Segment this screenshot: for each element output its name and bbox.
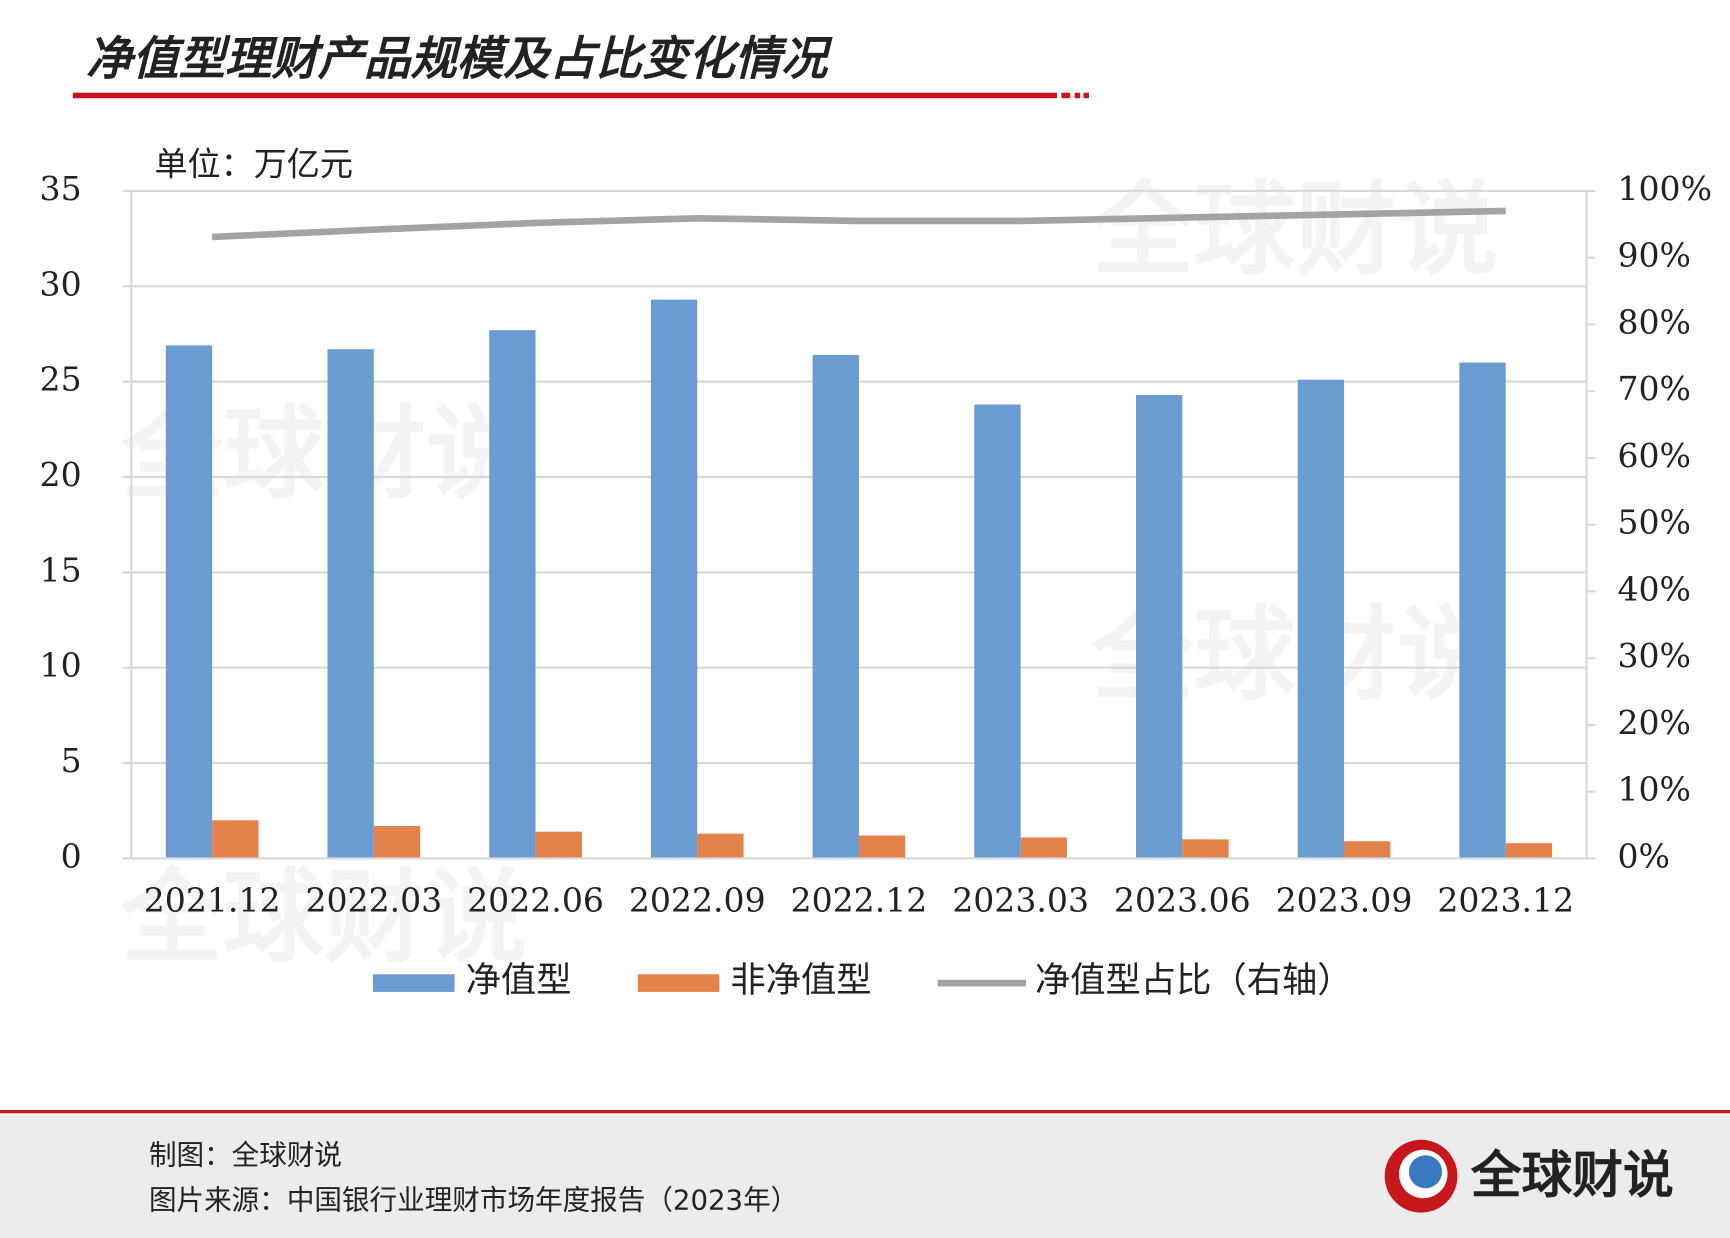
logo-text: 全球财说 xyxy=(1470,1145,1674,1204)
bar xyxy=(1135,394,1183,859)
chart-title: 净值型理财产品规模及占比变化情况 xyxy=(86,31,833,85)
y-tick-label: 35 xyxy=(40,169,82,208)
title-underline xyxy=(72,92,1057,99)
legend-label: 净值型 xyxy=(466,960,572,1001)
x-tick-label: 2022.09 xyxy=(629,881,766,920)
bar xyxy=(812,354,859,859)
legend-swatch xyxy=(637,974,720,992)
title-dash xyxy=(1061,92,1071,99)
bar xyxy=(1020,837,1067,859)
bar xyxy=(327,349,374,859)
line xyxy=(211,207,1506,241)
bar xyxy=(535,831,582,859)
x-tick-label: 2023.12 xyxy=(1437,881,1574,920)
bar xyxy=(212,820,259,859)
y-tick-label: 0 xyxy=(61,836,82,875)
x-tick-label: 2022.03 xyxy=(305,881,442,920)
bar xyxy=(697,833,744,859)
axis-unit: 单位：万亿元 xyxy=(154,145,352,184)
y-tick-label: 25 xyxy=(40,360,82,399)
x-tick-label: 2023.09 xyxy=(1276,881,1413,920)
y-tick-label: 5 xyxy=(61,741,82,780)
y2-tick-label: 90% xyxy=(1617,236,1691,275)
title-dash xyxy=(1083,92,1089,99)
legend-label: 非净值型 xyxy=(730,960,871,1001)
bar xyxy=(1182,839,1229,859)
watermark: 全球财说 xyxy=(120,858,527,976)
plot: 0 5 10 15 20 25 30 35 0% 10% 20% 30% 40% 50% 60% 70% 80%… xyxy=(40,169,1712,1001)
logo-icon xyxy=(1384,1139,1458,1213)
y2-tick-label: 50% xyxy=(1617,503,1691,542)
bar xyxy=(373,825,421,859)
bar xyxy=(1344,841,1391,859)
watermarks: 全球财说 全球财说 全球财说 全球财说 xyxy=(120,171,1498,976)
y-tick-label: 15 xyxy=(40,550,82,589)
bar xyxy=(1297,379,1345,859)
x-tick-label: 2021.12 xyxy=(144,881,281,920)
bar xyxy=(489,330,536,859)
y2-tick-label: 60% xyxy=(1617,436,1691,475)
bar xyxy=(1459,362,1506,859)
y2-tick-label: 10% xyxy=(1617,770,1691,809)
x-tick-label: 2022.12 xyxy=(791,881,928,920)
legend-label: 净值型占比（右轴） xyxy=(1035,960,1353,1001)
bar xyxy=(650,299,698,859)
y-tick-label: 30 xyxy=(40,264,82,303)
y2-tick-label: 30% xyxy=(1617,636,1691,675)
y2-tick-label: 80% xyxy=(1617,302,1691,341)
y2-tick-label: 40% xyxy=(1617,569,1691,608)
y2-tick-label: 70% xyxy=(1617,369,1691,408)
bar xyxy=(1505,843,1553,859)
footer-line xyxy=(0,1109,1730,1114)
bar xyxy=(858,835,906,859)
x-tick-label: 2023.06 xyxy=(1114,881,1251,920)
watermark: 全球财说 xyxy=(1091,171,1498,289)
y2-tick-label: 20% xyxy=(1617,703,1691,742)
y2-tick-label: 0% xyxy=(1617,836,1669,875)
y2-tick-label: 100% xyxy=(1617,169,1712,208)
bar xyxy=(165,345,213,859)
bar xyxy=(974,404,1021,859)
footer-source: 图片来源：中国银行业理财市场年度报告（2023年） xyxy=(149,1184,798,1217)
x-tick-label: 2023.03 xyxy=(952,881,1089,920)
footer-credit: 制图：全球财说 xyxy=(149,1138,342,1171)
y-tick-label: 20 xyxy=(40,455,82,494)
x-tick-label: 2022.06 xyxy=(467,881,604,920)
y-tick-label: 10 xyxy=(40,646,82,685)
title-dash xyxy=(1074,92,1081,99)
legend-swatch xyxy=(372,974,455,992)
